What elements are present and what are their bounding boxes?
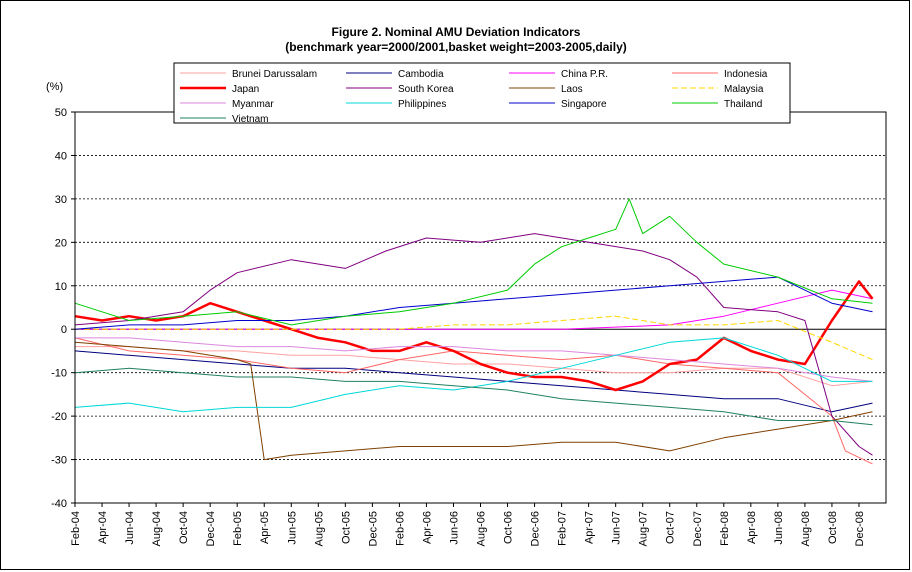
x-tick-label: Apr-06 (421, 511, 433, 544)
y-tick-label: 50 (55, 107, 67, 119)
series-line-south-korea (74, 233, 873, 456)
y-tick-label: -30 (51, 455, 67, 467)
legend-label-brunei-darussalam: Brunei Darussalam (232, 69, 317, 80)
y-tick-label: 40 (55, 150, 67, 162)
y-tick-label: -40 (51, 498, 67, 510)
x-tick-label: Feb-07 (557, 511, 569, 546)
x-tick-label: Jun-06 (448, 511, 460, 545)
x-tick-label: Aug-06 (476, 511, 488, 546)
y-axis-label: (%) (46, 81, 63, 93)
series-line-myanmar (75, 337, 873, 382)
series-line-malaysia (75, 315, 873, 361)
chart-title: Figure 2. Nominal AMU Deviation Indicato… (331, 25, 581, 39)
series-line-indonesia (74, 337, 873, 465)
legend-label-china-p-r-: China P.R. (561, 69, 608, 80)
series-line-vietnam (74, 367, 873, 426)
y-tick-label: -20 (51, 411, 67, 423)
x-tick-label: Dec-04 (205, 511, 217, 546)
y-tick-label: 30 (55, 194, 67, 206)
x-tick-label: Aug-07 (638, 511, 650, 546)
x-tick-label: Feb-05 (232, 511, 244, 546)
series-line-singapore (74, 276, 873, 330)
x-tick-label: Jun-07 (611, 511, 623, 545)
x-tick-label: Dec-05 (367, 511, 379, 546)
x-tick-label: Oct-04 (178, 511, 190, 544)
legend-label-cambodia: Cambodia (398, 69, 444, 80)
x-tick-label: Apr-08 (746, 511, 758, 544)
legend-label-vietnam: Vietnam (232, 114, 269, 125)
legend-label-indonesia: Indonesia (724, 69, 768, 80)
series-line-cambodia (74, 350, 873, 413)
x-tick-label: Feb-06 (394, 511, 406, 546)
y-tick-label: 10 (55, 281, 67, 293)
series-line-japan (74, 280, 874, 392)
x-tick-label: Jun-08 (773, 511, 785, 545)
legend-label-malaysia: Malaysia (724, 84, 764, 95)
series-line-thailand (74, 198, 873, 326)
x-tick-label: Aug-08 (800, 511, 812, 546)
grid-lines (75, 155, 886, 460)
x-tick-label: Oct-08 (827, 511, 839, 544)
legend-label-south-korea: South Korea (398, 84, 454, 95)
legend-label-japan: Japan (232, 84, 259, 95)
x-tick-label: Jun-05 (286, 511, 298, 545)
legend-label-singapore: Singapore (561, 99, 607, 110)
x-tick-label: Feb-04 (70, 511, 82, 546)
x-tick-label: Dec-08 (854, 511, 866, 546)
x-tick-label: Aug-05 (313, 511, 325, 546)
x-tick-label: Oct-07 (665, 511, 677, 544)
series-line-laos (74, 341, 873, 461)
legend: Brunei Darussalam Cambodia China P.R. Indon… (173, 62, 791, 125)
y-tick-label: 0 (61, 324, 67, 336)
legend-label-myanmar: Myanmar (232, 99, 274, 110)
legend-label-philippines: Philippines (398, 99, 446, 110)
series-lines (74, 198, 874, 465)
x-tick-label: Apr-04 (97, 511, 109, 544)
legend-label-laos: Laos (561, 84, 583, 95)
x-tick-label: Oct-06 (503, 511, 515, 544)
x-tick-label: Jun-04 (124, 511, 136, 545)
x-tick-label: Feb-08 (719, 511, 731, 546)
x-tick-label: Dec-07 (692, 511, 704, 546)
series-line-philippines (74, 337, 873, 413)
legend-label-thailand: Thailand (724, 99, 762, 110)
x-tick-label: Apr-07 (584, 511, 596, 544)
x-tick-label: Aug-04 (151, 511, 163, 546)
x-tick-label: Oct-05 (340, 511, 352, 544)
x-tick-label: Dec-06 (530, 511, 542, 546)
chart-subtitle: (benchmark year=2000/2001,basket weight=… (285, 40, 627, 54)
x-tick-label: Apr-05 (259, 511, 271, 544)
y-tick-label: -10 (51, 368, 67, 380)
plot-area-border (74, 111, 887, 504)
y-tick-label: 20 (55, 237, 67, 249)
